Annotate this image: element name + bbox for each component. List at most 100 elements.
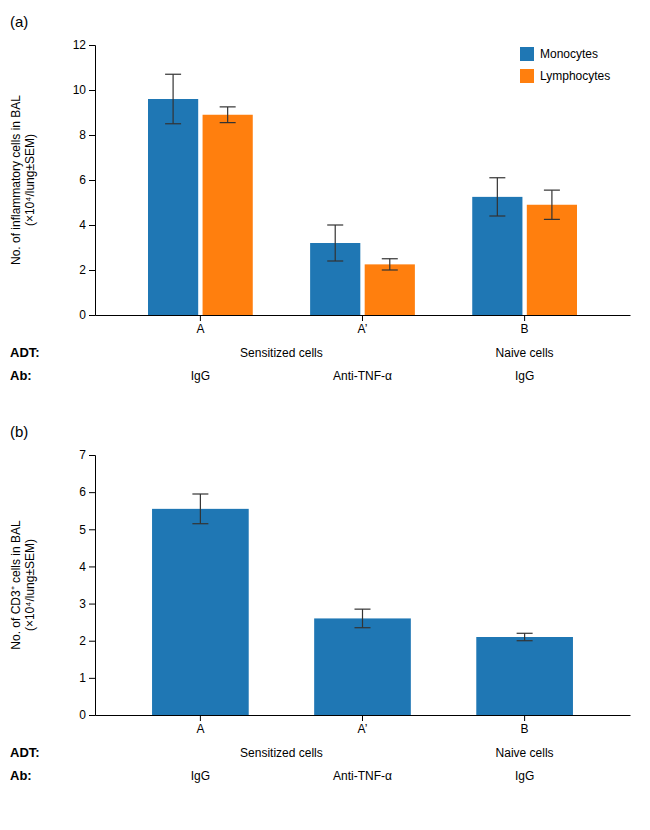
tick-label: 3: [79, 597, 86, 611]
tick: 6: [79, 485, 95, 499]
tick-label: B: [521, 722, 529, 736]
error-bar: [165, 74, 181, 124]
tick-label: 4: [79, 560, 86, 574]
annotation-row-label: ADT:: [10, 745, 40, 760]
error-bar-cap: [165, 123, 181, 124]
tick-label: 2: [79, 634, 86, 648]
tick: A: [196, 315, 204, 336]
tick: 0: [79, 708, 95, 722]
tick: 4: [79, 218, 95, 232]
tick: A: [196, 715, 204, 736]
tick-mark: [89, 529, 95, 530]
bar: [152, 509, 249, 715]
tick-label: 2: [79, 263, 86, 277]
legend-item: Lymphocytes: [520, 69, 610, 83]
bar: [203, 115, 253, 315]
tick-label: 7: [79, 448, 86, 462]
y-axis-label-line: (×10⁴/lung±SEM): [23, 539, 37, 631]
tick-mark: [89, 45, 95, 46]
tick-label: 0: [79, 308, 86, 322]
y-axis-label: No. of inflammatory cells in BAL(×10⁴/lu…: [9, 95, 37, 265]
tick: 12: [73, 38, 95, 52]
tick-label: 10: [73, 83, 87, 97]
plot-area: [148, 74, 577, 315]
tick-label: A’: [358, 322, 368, 336]
error-bar: [382, 259, 398, 270]
panel-title: (b): [10, 423, 28, 440]
panel: (b)01234567AA’BNo. of CD3⁺ cells in BAL(…: [9, 423, 631, 783]
annotation: IgG: [515, 769, 534, 783]
tick-label: B: [521, 322, 529, 336]
tick: 10: [73, 83, 95, 97]
error-bar-stem: [362, 609, 363, 628]
tick-mark: [89, 455, 95, 456]
bar: [148, 99, 198, 315]
annotation: Anti-TNF-α: [333, 769, 392, 783]
bar: [365, 264, 415, 315]
error-bar-stem: [172, 74, 173, 124]
error-bar-cap: [192, 523, 208, 524]
error-bar-cap: [517, 633, 533, 634]
annotation: Sensitized cells: [240, 346, 323, 360]
tick-mark: [200, 715, 201, 721]
y-axis-label-line: No. of CD3⁺ cells in BAL: [9, 520, 23, 650]
tick: 7: [79, 448, 95, 462]
error-bar: [489, 178, 505, 216]
tick-mark: [89, 678, 95, 679]
tick: 2: [79, 263, 95, 277]
bar: [314, 618, 411, 715]
tick-mark: [362, 315, 363, 321]
annotation-row-label: Ab:: [10, 368, 32, 383]
tick-label: A: [196, 722, 204, 736]
tick-mark: [89, 641, 95, 642]
legend-swatch: [520, 47, 534, 61]
tick: 8: [79, 128, 95, 142]
error-bar-cap: [544, 219, 560, 220]
error-bar-stem: [335, 225, 336, 261]
y-axis: 01234567: [79, 448, 95, 722]
tick-label: 1: [79, 671, 86, 685]
tick-mark: [89, 225, 95, 226]
bar: [476, 637, 573, 715]
tick-mark: [89, 715, 95, 716]
y-axis-label-line: (×10⁴/lung±SEM): [23, 134, 37, 226]
error-bar: [220, 107, 236, 123]
y-axis: 0 2 4 6 8 10 12: [73, 38, 96, 322]
legend-swatch: [520, 69, 534, 83]
tick: 3: [79, 597, 95, 611]
legend-label: Lymphocytes: [540, 69, 610, 83]
tick-mark: [89, 135, 95, 136]
tick: A’: [358, 315, 368, 336]
error-bar: [327, 225, 343, 261]
tick-label: A’: [358, 722, 368, 736]
series: [152, 494, 573, 715]
error-bar-stem: [200, 494, 201, 524]
tick: 6: [79, 173, 95, 187]
error-bar-cap: [327, 224, 343, 225]
tick-label: 8: [79, 128, 86, 142]
error-bar: [517, 633, 533, 640]
series: [148, 74, 522, 315]
legend-label: Monocytes: [540, 47, 598, 61]
legend: Monocytes Lymphocytes: [520, 47, 610, 83]
tick-mark: [200, 315, 201, 321]
annotation: Naive cells: [496, 346, 554, 360]
axis-domain: [89, 46, 96, 316]
annotation-row-label: ADT:: [10, 345, 40, 360]
error-bar-stem: [497, 178, 498, 216]
annotation: IgG: [191, 769, 210, 783]
error-bar-cap: [327, 260, 343, 261]
plot-area: [152, 494, 573, 715]
tick-mark: [89, 315, 95, 316]
error-bar-cap: [220, 106, 236, 107]
error-bar-cap: [517, 640, 533, 641]
axis-domain: [89, 456, 96, 716]
x-axis: A A’ B: [96, 315, 631, 336]
annotation: Anti-TNF-α: [333, 369, 392, 383]
tick: A’: [358, 715, 368, 736]
error-bar-stem: [524, 633, 525, 640]
annotation-row-label: Ab:: [10, 768, 32, 783]
legend-item: Monocytes: [520, 47, 598, 61]
x-axis: A A’ B: [96, 715, 631, 736]
error-bar-cap: [192, 493, 208, 494]
